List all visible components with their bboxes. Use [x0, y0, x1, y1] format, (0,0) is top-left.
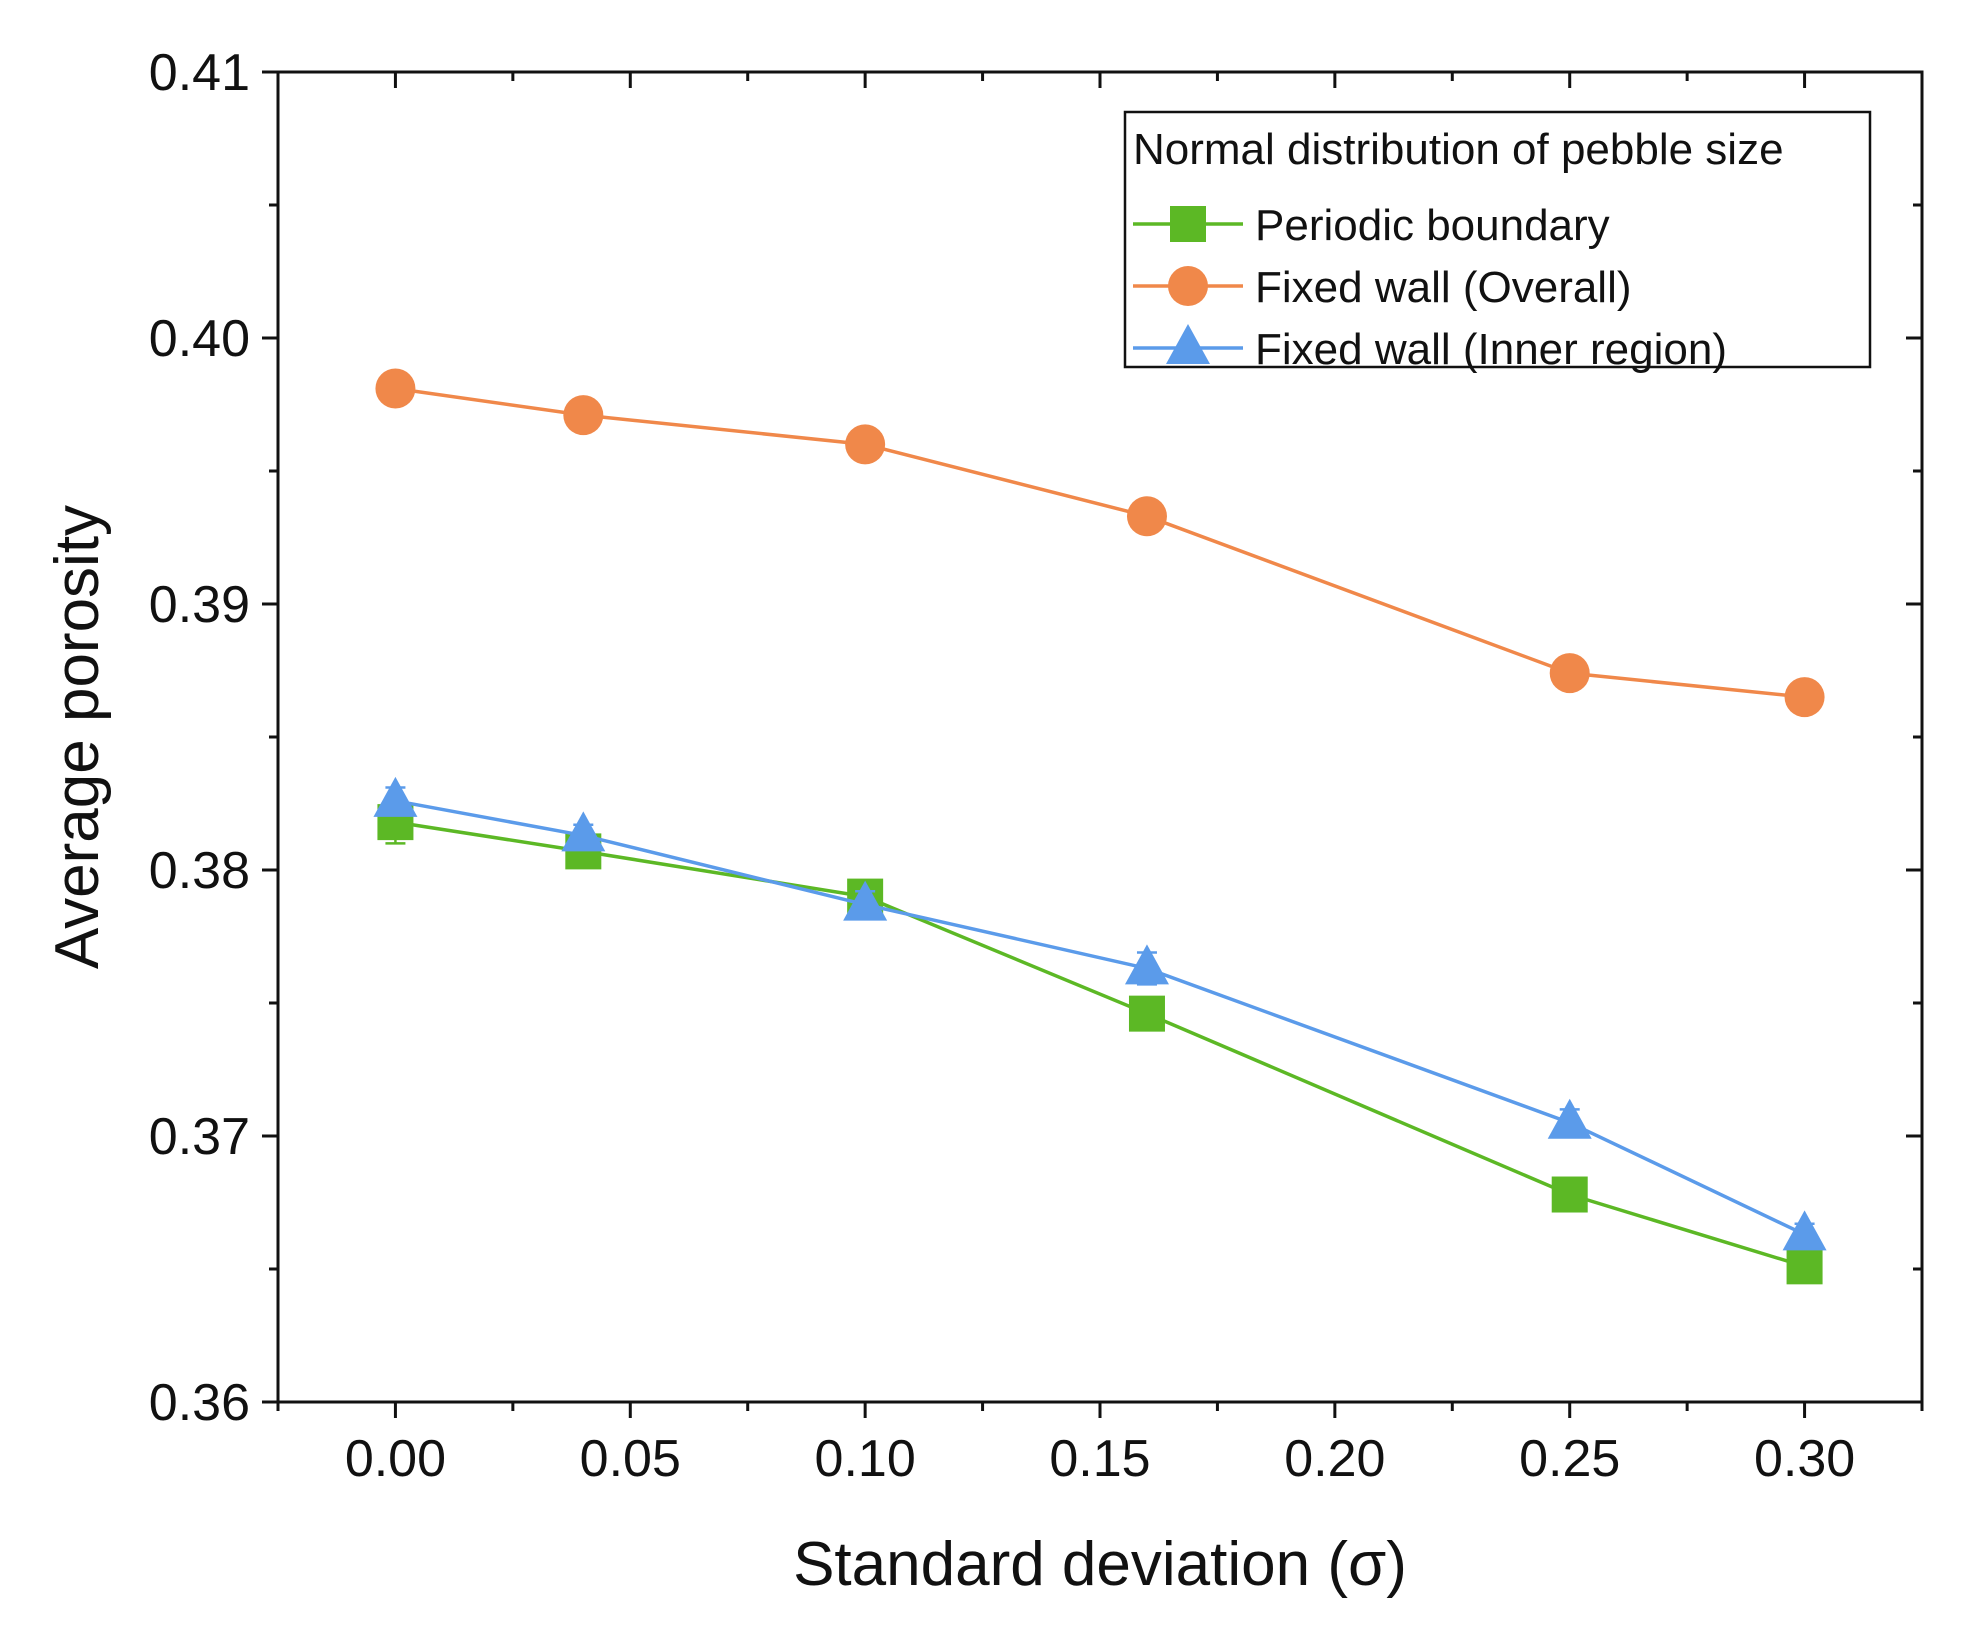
series-circle [375, 368, 1825, 718]
legend-swatch-marker [1170, 206, 1206, 242]
legend-label: Fixed wall (Overall) [1255, 263, 1632, 312]
data-point [1547, 1098, 1592, 1139]
series-line [395, 820, 1806, 1269]
series-triangle [373, 776, 1827, 1251]
y-tick-label: 0.38 [149, 842, 250, 900]
data-point [373, 776, 418, 817]
legend-swatch-marker [1168, 266, 1208, 306]
data-point [1784, 677, 1825, 718]
data-point [1786, 1248, 1823, 1285]
legend-label: Periodic boundary [1255, 201, 1610, 250]
y-tick-label: 0.37 [149, 1108, 250, 1166]
x-tick-label: 0.30 [1754, 1430, 1855, 1488]
data-point [561, 811, 606, 852]
x-tick-label: 0.20 [1284, 1430, 1385, 1488]
y-tick-label: 0.36 [149, 1374, 250, 1432]
y-axis-title: Average porosity [43, 505, 112, 969]
axes-layer: 0.00 0.05 0.10 0.15 0.20 0.25 0.30 0.36 0.37 0.38… [149, 44, 1924, 1488]
x-tick-label: 0.10 [815, 1430, 916, 1488]
data-point [845, 424, 886, 465]
legend: Periodic boundary Fixed wall (Overall) Fix… [1123, 110, 1872, 374]
data-point [843, 880, 888, 921]
legend-title: Normal distribution of pebble size [1133, 125, 1784, 174]
legend-box [1123, 110, 1872, 369]
series-layer [373, 368, 1827, 1285]
y-tick-label: 0.40 [149, 310, 250, 368]
data-point [1782, 1210, 1827, 1251]
x-axis-title: Standard deviation (σ) [793, 1530, 1407, 1599]
y-tick-label: 0.39 [149, 576, 250, 634]
legend-swatch-marker [1166, 324, 1210, 364]
legend-label: Fixed wall (Inner region) [1255, 325, 1727, 374]
y-tick-label: 0.41 [149, 44, 250, 102]
data-point [375, 368, 416, 409]
data-point [563, 395, 604, 436]
x-tick-label: 0.05 [580, 1430, 681, 1488]
data-point [1551, 1176, 1588, 1213]
x-tick-label: 0.25 [1519, 1430, 1620, 1488]
series-line [395, 799, 1806, 1237]
x-tick-label: 0.00 [345, 1430, 446, 1488]
data-point [1126, 496, 1167, 537]
data-point [1549, 653, 1590, 694]
data-point [1124, 944, 1169, 985]
x-tick-label: 0.15 [1049, 1430, 1150, 1488]
series-line [395, 386, 1805, 699]
data-point [1128, 995, 1165, 1032]
